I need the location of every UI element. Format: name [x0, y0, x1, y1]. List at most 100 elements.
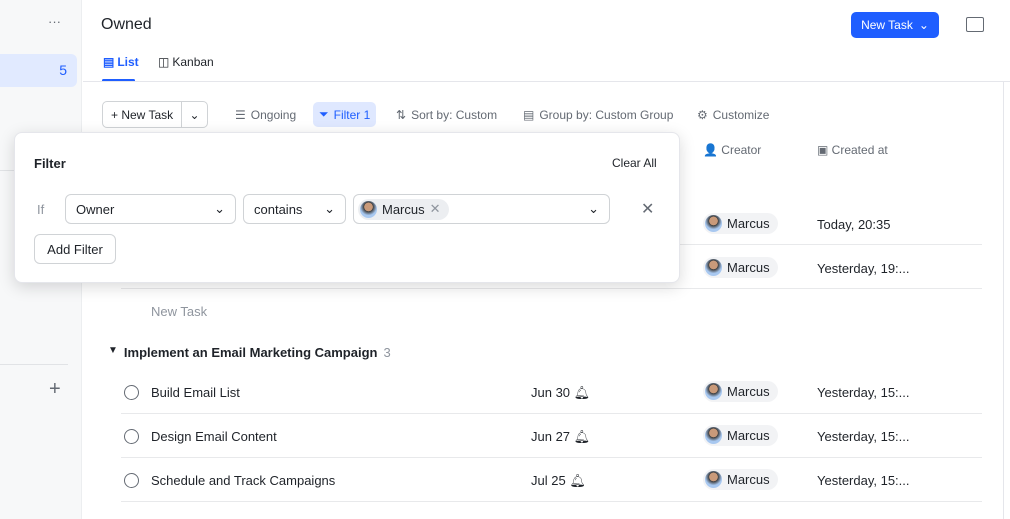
creator-chip: Marcus	[703, 469, 778, 490]
group-count: 3	[383, 345, 391, 360]
checklist-icon: ☰	[235, 107, 246, 122]
divider	[83, 81, 1010, 82]
due-text: Jun 27	[531, 429, 571, 444]
if-label: If	[37, 202, 45, 217]
new-task-split-button[interactable]: + New Task ⌄	[102, 101, 208, 128]
filter-icon: ⏷	[319, 107, 329, 121]
divider	[0, 364, 68, 365]
bell-icon: 🔔︎	[573, 429, 591, 444]
chevron-down-icon[interactable]: ⌄	[189, 107, 200, 122]
clear-all-button[interactable]: Clear All	[612, 156, 657, 170]
add-filter-button[interactable]: Add Filter	[34, 234, 116, 264]
task-title[interactable]: Build Email List	[151, 385, 240, 400]
row-divider	[121, 457, 982, 458]
table-icon: ▤	[103, 55, 115, 69]
group-name: Implement an Email Marketing Campaign	[123, 345, 378, 360]
chevron-down-icon: ⌄	[918, 18, 929, 32]
chevron-down-icon: ⌄	[324, 201, 335, 216]
tab-list[interactable]: ▤ List	[103, 55, 139, 69]
filter-button[interactable]: ⏷ Filter 1	[313, 102, 377, 127]
kanban-icon: ◫	[158, 55, 170, 69]
value: Marcus	[382, 201, 425, 217]
creator-chip: Marcus	[703, 381, 778, 402]
page-title: Owned	[101, 16, 152, 33]
label: Customize	[712, 107, 770, 122]
created-at: Yesterday, 15:...	[817, 385, 910, 400]
chevron-down-icon: ⌄	[214, 201, 225, 216]
task-title[interactable]: Design Email Content	[151, 429, 277, 444]
avatar	[705, 215, 722, 232]
value: Owner	[76, 201, 115, 217]
customize-button[interactable]: ⚙ Customize	[691, 102, 775, 127]
creator-chip: Marcus	[703, 425, 778, 446]
creator-name: Marcus	[727, 384, 770, 399]
filter-title: Filter	[34, 156, 66, 171]
avatar	[705, 383, 722, 400]
column-creator[interactable]: 👤 Creator	[703, 143, 762, 157]
sort-button[interactable]: ⇅ Sort by: Custom	[390, 102, 503, 127]
label: Group by: Custom Group	[539, 107, 674, 122]
field-select[interactable]: Owner ⌄	[65, 194, 236, 224]
creator-chip: Marcus	[703, 213, 778, 234]
label: Creator	[721, 143, 762, 157]
more-icon[interactable]: ···	[48, 14, 61, 29]
creator-name: Marcus	[727, 428, 770, 443]
avatar	[705, 471, 722, 488]
avatar	[360, 200, 377, 218]
row-divider	[121, 501, 982, 502]
due-date: Jun 27 🔔︎	[531, 429, 590, 445]
filter-popup: Filter Clear All If Owner ⌄ contains ⌄ Mar…	[14, 132, 680, 283]
task-checkbox[interactable]	[124, 385, 139, 400]
add-icon[interactable]: +	[49, 378, 61, 400]
label: New Task	[121, 107, 174, 122]
created-at: Yesterday, 19:...	[817, 261, 910, 276]
value-chip: Marcus ✕	[358, 198, 449, 220]
group-header[interactable]: ▼ Implement an Email Marketing Campaign 3	[108, 345, 391, 360]
creator-name: Marcus	[727, 472, 770, 487]
label: Sort by: Custom	[411, 107, 498, 122]
column-created-at[interactable]: ▣ Created at	[817, 143, 888, 157]
operator-select[interactable]: contains ⌄	[243, 194, 346, 224]
avatar	[705, 427, 722, 444]
new-task-inline[interactable]: New Task	[151, 304, 208, 319]
due-text: Jul 25	[531, 473, 566, 488]
value-select[interactable]: Marcus ✕ ⌄	[353, 194, 610, 224]
new-task-label: New Task	[861, 18, 913, 32]
label: Filter 1	[333, 107, 371, 122]
tab-kanban[interactable]: ◫ Kanban	[158, 55, 214, 69]
row-divider	[121, 413, 982, 414]
tab-label: List	[117, 55, 139, 69]
label: Ongoing	[250, 107, 297, 122]
ongoing-button[interactable]: ☰ Ongoing	[229, 102, 302, 127]
due-text: Jun 30	[531, 385, 571, 400]
task-checkbox[interactable]	[124, 473, 139, 488]
caret-down-icon: ▼	[108, 345, 118, 356]
group-icon: ▤	[523, 107, 535, 122]
created-at: Yesterday, 15:...	[817, 429, 910, 444]
row-divider	[121, 288, 982, 289]
bell-icon: 🔔︎	[573, 385, 591, 400]
sliders-icon: ⚙	[697, 107, 708, 122]
creator-name: Marcus	[727, 216, 770, 231]
sort-icon: ⇅	[396, 107, 407, 122]
due-date: Jul 25 🔔︎	[531, 473, 586, 489]
task-title[interactable]: Schedule and Track Campaigns	[151, 473, 336, 488]
scrollbar[interactable]	[1003, 82, 1004, 519]
remove-icon[interactable]: ✕	[429, 201, 441, 216]
created-at: Today, 20:35	[817, 217, 891, 232]
creator-chip: Marcus	[703, 257, 778, 278]
task-checkbox[interactable]	[124, 429, 139, 444]
label: Created at	[831, 143, 888, 157]
bell-icon: 🔔︎	[569, 473, 586, 488]
new-task-toolbar-button[interactable]: + New Task	[103, 102, 183, 127]
new-task-button[interactable]: New Task ⌄	[851, 12, 939, 38]
avatar	[705, 259, 722, 276]
close-icon[interactable]: ✕	[641, 201, 655, 218]
value: contains	[254, 201, 303, 217]
due-date: Jun 30 🔔︎	[531, 385, 590, 401]
sidebar-item-active[interactable]: 5	[0, 54, 77, 87]
window-icon[interactable]	[966, 17, 984, 32]
tab-underline	[102, 79, 135, 82]
chevron-down-icon: ⌄	[588, 201, 599, 216]
group-button[interactable]: ▤ Group by: Custom Group	[517, 102, 679, 127]
